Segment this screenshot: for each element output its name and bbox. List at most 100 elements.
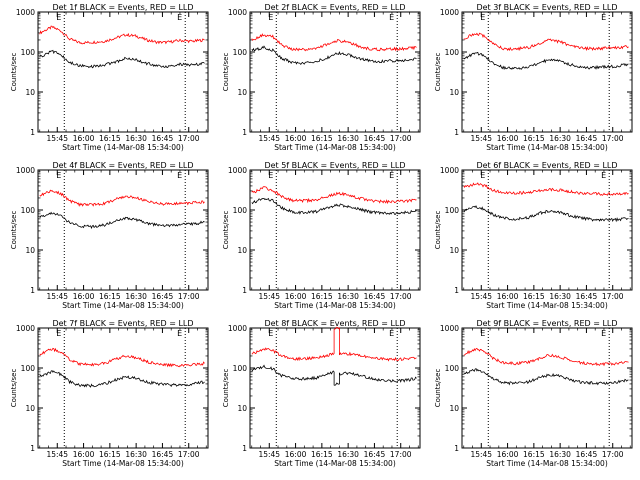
x-tick-label: 15:45 (258, 292, 280, 301)
x-tick-label: 16:30 (125, 292, 147, 301)
x-tick-label: 16:00 (73, 134, 95, 143)
y-tick-label: 100 (233, 206, 248, 215)
x-axis-label: Start Time (14-Mar-08 15:34:00) (62, 301, 184, 310)
x-tick-label: 16:00 (497, 134, 519, 143)
x-tick-label: 15:45 (46, 292, 68, 301)
x-tick-label: 15:45 (470, 292, 492, 301)
x-tick-label: 15:45 (470, 134, 492, 143)
y-tick-label: 1000 (16, 8, 35, 17)
plot-frame (461, 11, 633, 133)
x-tick-label: 16:00 (73, 292, 95, 301)
x-tick-label: 16:00 (285, 450, 307, 459)
y-tick-label: 10 (237, 404, 247, 413)
x-axis-label: Start Time (14-Mar-08 15:34:00) (486, 143, 608, 152)
x-tick-label: 16:45 (576, 292, 598, 301)
y-tick-label: 1 (30, 128, 35, 137)
plot-frame (249, 327, 421, 449)
x-tick-label: 16:00 (285, 134, 307, 143)
event-marker-label: E (56, 171, 61, 180)
chart-title: Det 8f BLACK = Events, RED = LLD (264, 319, 405, 328)
chart-title: Det 6f BLACK = Events, RED = LLD (476, 161, 617, 170)
x-tick-label: 16:45 (364, 450, 386, 459)
chart-title: Det 3f BLACK = Events, RED = LLD (476, 3, 617, 12)
y-tick-label: 1000 (228, 324, 247, 333)
y-tick-label: 10 (449, 404, 459, 413)
event-marker-label: E (480, 329, 485, 338)
x-axis-label: Start Time (14-Mar-08 15:34:00) (62, 143, 184, 152)
x-tick-label: 16:15 (99, 292, 121, 301)
y-tick-label: 100 (233, 364, 248, 373)
plot-frame (37, 327, 209, 449)
x-tick-label: 17:00 (390, 450, 412, 459)
chart-panel-7: Det 7f BLACK = Events, RED = LLD 1 10 100 10… (10, 319, 209, 468)
events-series-line (463, 368, 629, 386)
y-tick-label: 100 (445, 206, 460, 215)
event-marker-label: E (56, 329, 61, 338)
y-tick-label: 1000 (440, 166, 459, 175)
x-tick-label: 16:15 (311, 292, 333, 301)
y-tick-label: 1 (454, 286, 459, 295)
y-tick-label: 1 (30, 286, 35, 295)
chart-title: Det 9f BLACK = Events, RED = LLD (476, 319, 617, 328)
y-tick-label: 1 (242, 444, 247, 453)
chart-title: Det 5f BLACK = Events, RED = LLD (264, 161, 405, 170)
y-tick-label: 1 (242, 128, 247, 137)
event-marker-label: E (268, 329, 273, 338)
x-tick-label: 17:00 (178, 292, 200, 301)
y-tick-label: 1000 (228, 8, 247, 17)
events-series-line (39, 211, 205, 230)
y-axis-label: Counts/sec (222, 211, 230, 250)
x-tick-label: 16:30 (549, 292, 571, 301)
x-tick-label: 16:45 (364, 134, 386, 143)
x-tick-label: 16:45 (152, 292, 174, 301)
plot-frame (37, 169, 209, 291)
event-marker-label: E (268, 13, 273, 22)
lld-series-line (39, 189, 205, 207)
y-tick-label: 10 (449, 246, 459, 255)
x-tick-label: 16:30 (337, 450, 359, 459)
events-series-line (39, 370, 205, 388)
events-series-line (251, 364, 417, 386)
event-marker-label: E (389, 13, 394, 22)
x-tick-label: 16:15 (311, 450, 333, 459)
y-tick-label: 1 (454, 128, 459, 137)
event-marker-label: E (480, 13, 485, 22)
x-tick-label: 16:15 (523, 292, 545, 301)
chart-panel-3: Det 3f BLACK = Events, RED = LLD 1 10 100 10… (434, 3, 633, 152)
lld-series-line (463, 32, 629, 52)
lld-series-line (463, 347, 629, 367)
x-tick-label: 17:00 (602, 292, 624, 301)
event-marker-label: E (480, 171, 485, 180)
event-marker-label: E (601, 329, 606, 338)
x-tick-label: 16:15 (99, 450, 121, 459)
lld-series-line (251, 326, 417, 362)
chart-title: Det 4f BLACK = Events, RED = LLD (52, 161, 193, 170)
chart-panel-2: Det 2f BLACK = Events, RED = LLD 1 10 100 10… (222, 3, 421, 152)
y-axis-label: Counts/sec (434, 369, 442, 408)
lld-series-line (463, 182, 629, 196)
x-tick-label: 16:30 (337, 134, 359, 143)
y-tick-label: 1000 (440, 324, 459, 333)
chart-panel-5: Det 5f BLACK = Events, RED = LLD 1 10 100 10… (222, 161, 421, 310)
event-marker-label: E (389, 171, 394, 180)
y-tick-label: 100 (233, 48, 248, 57)
y-tick-label: 10 (25, 246, 35, 255)
x-tick-label: 16:00 (497, 292, 519, 301)
lld-series-line (39, 25, 205, 45)
plot-frame (249, 169, 421, 291)
x-tick-label: 16:45 (576, 450, 598, 459)
plot-frame (461, 327, 633, 449)
y-tick-label: 1000 (228, 166, 247, 175)
x-tick-label: 15:45 (46, 450, 68, 459)
event-marker-label: E (56, 13, 61, 22)
plot-frame (249, 11, 421, 133)
y-tick-label: 100 (21, 206, 36, 215)
y-axis-label: Counts/sec (222, 53, 230, 92)
x-tick-label: 16:30 (549, 450, 571, 459)
chart-panel-8: Det 8f BLACK = Events, RED = LLD 1 10 100 10… (222, 319, 421, 468)
y-tick-label: 10 (237, 246, 247, 255)
x-tick-label: 17:00 (178, 134, 200, 143)
x-tick-label: 16:30 (125, 450, 147, 459)
events-series-line (463, 51, 629, 71)
